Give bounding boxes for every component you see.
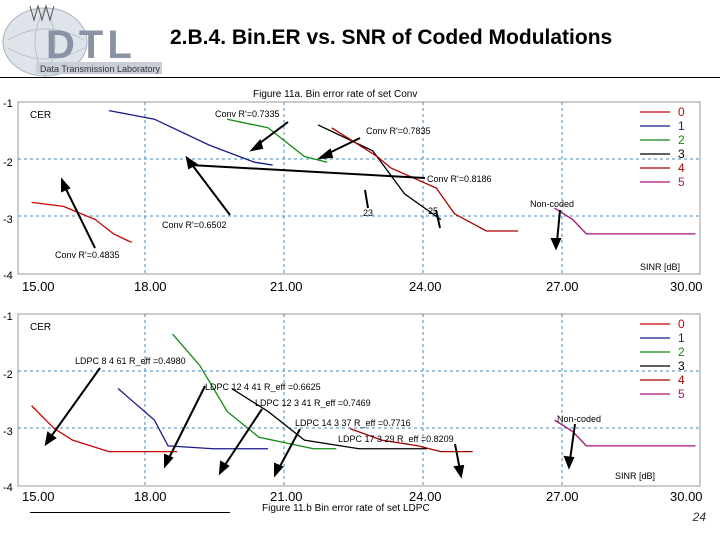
dtl-logo: DTL Data Transmission Laboratory bbox=[0, 0, 165, 80]
chart-b-legend-label-4: 4 bbox=[678, 373, 685, 387]
chart-a-series-4-line bbox=[331, 127, 519, 232]
chart-b-series-1-line bbox=[117, 388, 269, 450]
chart-b-legend-label-2: 2 bbox=[678, 345, 685, 359]
chart-a-legend-label-2: 2 bbox=[678, 133, 685, 147]
chart-b-ytick-3: -3 bbox=[3, 426, 13, 438]
chart-a-xtick-21: 21.00 bbox=[270, 279, 303, 294]
chart-b-xtick-21: 21.00 bbox=[270, 489, 303, 504]
chart-a-series-2-line bbox=[227, 118, 328, 163]
chart-b-xtick-24: 24.00 bbox=[409, 489, 442, 504]
page-number: 24 bbox=[692, 510, 706, 524]
annot-ldpc-17-3-29: LDPC 17 3 29 R_eff =0.8209 bbox=[338, 434, 454, 444]
chart-b-xlabel: SINR [dB] bbox=[615, 471, 655, 481]
chart-panel-conv: Figure 11a. Bin error rate of set Conv -… bbox=[3, 89, 703, 294]
annot-noncoded-b: Non-coded bbox=[557, 414, 601, 424]
chart-b-ytick-1: -1 bbox=[3, 311, 13, 323]
annot-conv-06502: Conv R'=0.6502 bbox=[162, 220, 227, 230]
chart-b-series-5-line bbox=[554, 419, 696, 447]
chart-a-legend-label-3: 3 bbox=[678, 147, 685, 161]
annot-ldpc-12-4-41: LDPC 12 4 41 R_eff =0.6625 bbox=[205, 382, 321, 392]
chart-a-xlabel: SINR [dB] bbox=[640, 262, 680, 272]
chart-a-series-group bbox=[31, 109, 696, 244]
chart-a-legend-label-4: 4 bbox=[678, 161, 685, 175]
chart-b-series-2-line bbox=[172, 333, 337, 450]
chart-a-xtick-30: 30.00 bbox=[670, 279, 703, 294]
chart-b-xtick-15: 15.00 bbox=[22, 489, 55, 504]
chart-b-xtick-18: 18.00 bbox=[134, 489, 167, 504]
chart-b-xtick-27: 27.00 bbox=[546, 489, 579, 504]
chart-a-ytick-1: -1 bbox=[3, 98, 13, 110]
chart-b-ytick-4: -4 bbox=[3, 482, 13, 494]
chart-b-xtick-30: 30.00 bbox=[670, 489, 703, 504]
annot-conv-07835: Conv R'=0.7835 bbox=[366, 126, 431, 136]
chart-a-xtick-18: 18.00 bbox=[134, 279, 167, 294]
chart-b-series-3-line bbox=[231, 387, 428, 450]
chart-a-series-0-line bbox=[31, 201, 132, 244]
chart-a-legend-label-1: 1 bbox=[678, 119, 685, 133]
annot-25: 25 bbox=[428, 206, 438, 216]
footer-divider bbox=[30, 512, 230, 513]
chart-b-series-0-line bbox=[31, 405, 178, 453]
chart-a-title: Figure 11a. Bin error rate of set Conv bbox=[253, 89, 417, 100]
chart-b-arrows bbox=[44, 367, 576, 479]
title-divider bbox=[0, 77, 720, 78]
chart-a-ytick-2: -2 bbox=[3, 157, 13, 169]
logo-letters: DTL bbox=[46, 23, 136, 67]
annot-ldpc-14-3-37: LDPC 14 3 37 R_eff =0.7716 bbox=[295, 418, 411, 428]
annot-conv-08186: Conv R'=0.8186 bbox=[427, 174, 492, 184]
chart-b-ylabel: CER bbox=[30, 322, 51, 333]
chart-b-legend-label-5: 5 bbox=[678, 387, 685, 401]
chart-b-series-group bbox=[31, 333, 696, 453]
chart-b-ytick-2: -2 bbox=[3, 369, 13, 381]
chart-a-series-3-line bbox=[317, 124, 442, 221]
chart-a-ylabel: CER bbox=[30, 110, 51, 121]
annot-conv-04835: Conv R'=0.4835 bbox=[55, 250, 120, 260]
chart-a-xtick-15: 15.00 bbox=[22, 279, 55, 294]
annot-23: 23 bbox=[363, 208, 373, 218]
chart-a-arrows bbox=[61, 121, 562, 251]
chart-panel-ldpc: -1 -2 -3 -4 15.00 18.00 21.00 24.00 27.0… bbox=[3, 311, 703, 514]
chart-a-ytick-4: -4 bbox=[3, 270, 13, 282]
chart-b-title: Figure 11.b Bin error rate of set LDPC bbox=[262, 503, 430, 514]
chart-b-grid bbox=[18, 314, 700, 486]
slide-title: 2.B.4. Bin.ER vs. SNR of Coded Modulatio… bbox=[170, 26, 613, 49]
chart-a-grid bbox=[18, 102, 700, 274]
chart-b-legend-label-1: 1 bbox=[678, 331, 685, 345]
chart-a-xtick-27: 27.00 bbox=[546, 279, 579, 294]
chart-b-legend-label-0: 0 bbox=[678, 317, 685, 331]
chart-a-frame bbox=[17, 101, 701, 275]
logo-subtitle: Data Transmission Laboratory bbox=[40, 64, 161, 74]
chart-a-ytick-3: -3 bbox=[3, 214, 13, 226]
chart-a-series-1-line bbox=[108, 109, 273, 166]
chart-a-xtick-24: 24.00 bbox=[409, 279, 442, 294]
annot-ldpc-8-4-61: LDPC 8 4 61 R_eff =0.4980 bbox=[75, 356, 186, 366]
chart-a-legend-label-5: 5 bbox=[678, 175, 685, 189]
annot-ldpc-12-3-41: LDPC 12 3 41 R_eff =0.7469 bbox=[255, 398, 371, 408]
annot-noncoded-a: Non-coded bbox=[530, 199, 574, 209]
annot-conv-07335: Conv R'=0.7335 bbox=[215, 109, 280, 119]
chart-a-series-5-line bbox=[554, 207, 696, 235]
chart-b-series-4-line bbox=[349, 428, 473, 453]
chart-b-legend-label-3: 3 bbox=[678, 359, 685, 373]
logo-graphic: DTL Data Transmission Laboratory bbox=[2, 4, 162, 77]
chart-a-legend-label-0: 0 bbox=[678, 105, 685, 119]
